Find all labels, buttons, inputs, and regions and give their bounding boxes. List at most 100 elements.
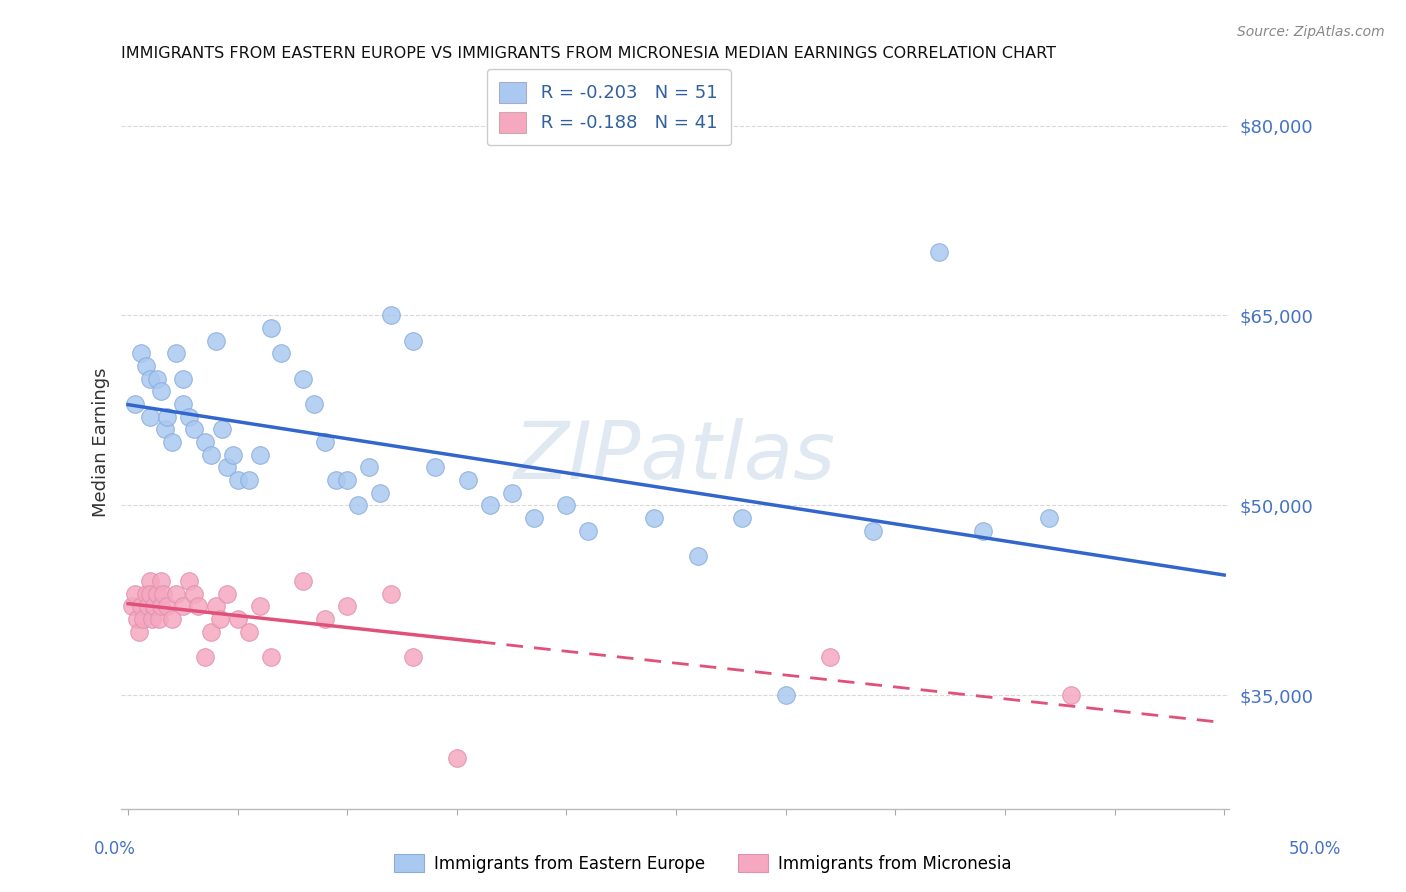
Point: [136, 599, 159, 614]
Point: [128, 624, 150, 639]
Point: [249, 599, 271, 614]
Text: IMMIGRANTS FROM EASTERN EUROPE VS IMMIGRANTS FROM MICRONESIA MEDIAN EARNINGS COR: IMMIGRANTS FROM EASTERN EUROPE VS IMMIGR…: [121, 46, 1056, 62]
Point: [731, 511, 754, 525]
Point: [200, 624, 222, 639]
Point: [132, 612, 155, 626]
Point: [187, 599, 209, 614]
Text: 0.0%: 0.0%: [94, 840, 136, 858]
Point: [686, 549, 709, 563]
Point: [249, 448, 271, 462]
Point: [862, 524, 884, 538]
Point: [402, 334, 425, 348]
Point: [972, 524, 994, 538]
Point: [325, 473, 347, 487]
Point: [523, 511, 546, 525]
Point: [336, 599, 359, 614]
Point: [643, 511, 665, 525]
Point: [402, 650, 425, 665]
Point: [215, 460, 238, 475]
Point: [149, 574, 172, 589]
Point: [155, 422, 177, 436]
Point: [139, 587, 162, 601]
Point: [211, 422, 233, 436]
Point: [129, 346, 152, 360]
Point: [172, 372, 194, 386]
Point: [238, 624, 260, 639]
Point: [347, 498, 370, 512]
Point: [149, 599, 172, 614]
Point: [380, 309, 402, 323]
Point: [314, 612, 336, 626]
Point: [215, 587, 238, 601]
Legend: Immigrants from Eastern Europe, Immigrants from Micronesia: Immigrants from Eastern Europe, Immigran…: [388, 847, 1018, 880]
Point: [139, 372, 162, 386]
Point: [200, 448, 222, 462]
Point: [259, 321, 281, 335]
Point: [152, 587, 174, 601]
Point: [135, 587, 157, 601]
Point: [141, 612, 163, 626]
Point: [139, 409, 162, 424]
Point: [222, 448, 245, 462]
Point: [124, 587, 146, 601]
Point: [226, 473, 249, 487]
Point: [226, 612, 249, 626]
Point: [148, 612, 170, 626]
Point: [125, 612, 148, 626]
Point: [204, 599, 226, 614]
Point: [818, 650, 841, 665]
Y-axis label: Median Earnings: Median Earnings: [93, 368, 110, 516]
Point: [139, 574, 162, 589]
Point: [129, 599, 152, 614]
Text: Source: ZipAtlas.com: Source: ZipAtlas.com: [1237, 25, 1385, 39]
Point: [156, 599, 179, 614]
Point: [124, 397, 146, 411]
Point: [292, 372, 315, 386]
Point: [179, 574, 201, 589]
Point: [121, 599, 143, 614]
Point: [135, 359, 157, 373]
Point: [194, 650, 217, 665]
Text: 50.0%: 50.0%: [1288, 840, 1341, 858]
Point: [576, 524, 599, 538]
Point: [179, 409, 201, 424]
Point: [359, 460, 381, 475]
Point: [160, 434, 183, 449]
Point: [314, 434, 336, 449]
Point: [368, 485, 391, 500]
Point: [775, 688, 797, 702]
Point: [143, 599, 166, 614]
Point: [165, 587, 187, 601]
Point: [423, 460, 446, 475]
Point: [145, 587, 167, 601]
Point: [336, 473, 359, 487]
Point: [457, 473, 479, 487]
Point: [183, 587, 205, 601]
Point: [304, 397, 326, 411]
Point: [209, 612, 232, 626]
Point: [145, 372, 167, 386]
Point: [380, 587, 402, 601]
Point: [1038, 511, 1060, 525]
Point: [149, 384, 172, 399]
Point: [446, 751, 468, 765]
Point: [160, 612, 183, 626]
Point: [555, 498, 578, 512]
Point: [194, 434, 217, 449]
Point: [238, 473, 260, 487]
Point: [292, 574, 315, 589]
Point: [259, 650, 281, 665]
Point: [928, 245, 950, 260]
Legend:  R = -0.203   N = 51,  R = -0.188   N = 41: R = -0.203 N = 51, R = -0.188 N = 41: [486, 70, 731, 145]
Point: [156, 409, 179, 424]
Point: [270, 346, 292, 360]
Point: [1060, 688, 1083, 702]
Point: [478, 498, 501, 512]
Point: [501, 485, 523, 500]
Point: [172, 599, 194, 614]
Point: [183, 422, 205, 436]
Text: ZIPatlas: ZIPatlas: [515, 417, 837, 496]
Point: [165, 346, 187, 360]
Point: [204, 334, 226, 348]
Point: [172, 397, 194, 411]
